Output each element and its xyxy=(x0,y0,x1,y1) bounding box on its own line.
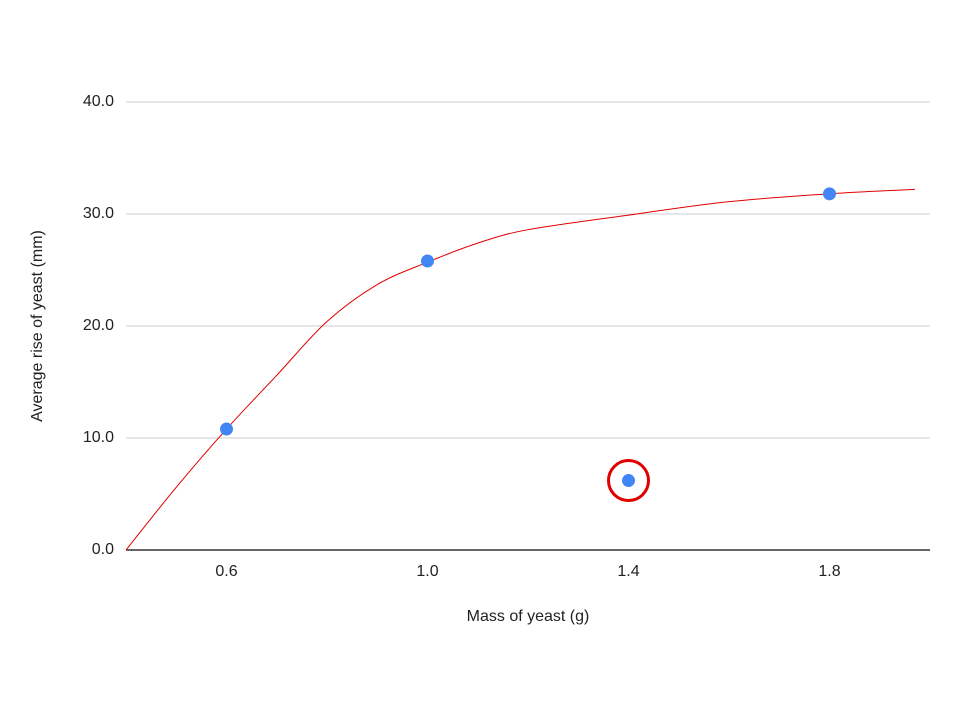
x-axis-title: Mass of yeast (g) xyxy=(467,608,590,625)
y-tick-label: 30.0 xyxy=(83,205,114,222)
trendline xyxy=(125,188,915,551)
y-tick-label: 0.0 xyxy=(92,541,114,558)
data-point xyxy=(220,422,233,436)
y-tick-label: 40.0 xyxy=(83,93,114,110)
x-tick-label: 0.6 xyxy=(215,563,237,580)
data-point xyxy=(823,187,836,201)
x-tick-label: 1.0 xyxy=(416,563,438,580)
y-tick-label: 20.0 xyxy=(83,317,114,334)
highlight-ring xyxy=(607,459,650,503)
y-tick-label: 10.0 xyxy=(83,429,114,446)
x-tick-label: 1.8 xyxy=(818,563,840,580)
data-point xyxy=(421,254,434,268)
x-tick-label: 1.4 xyxy=(617,563,639,580)
data-point xyxy=(622,474,635,488)
y-axis-title: Average rise of yeast (mm) xyxy=(29,230,46,422)
